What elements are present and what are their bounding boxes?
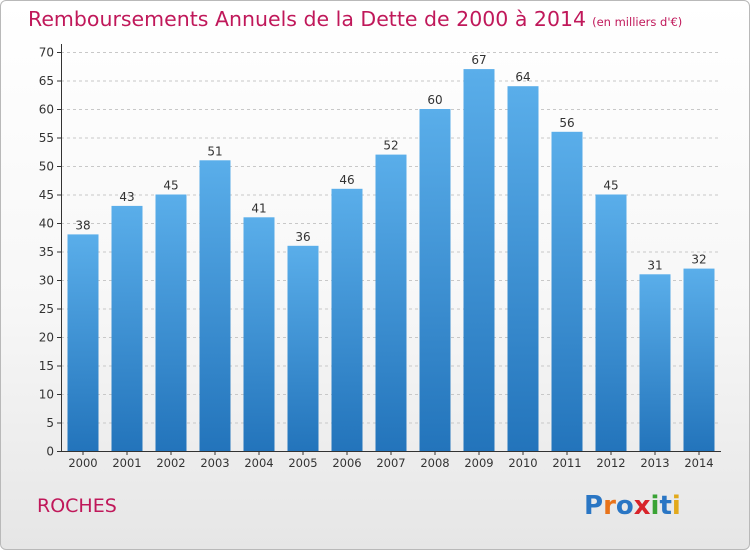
- logo-letter: i: [671, 491, 681, 521]
- bar-value-label: 52: [383, 139, 398, 153]
- y-tick-label: 5: [46, 416, 54, 430]
- y-tick-label: 70: [39, 46, 54, 60]
- bar-value-label: 56: [559, 116, 574, 130]
- bar-value-label: 38: [75, 218, 90, 232]
- bar-value-label: 67: [471, 53, 486, 67]
- bar: [375, 154, 407, 451]
- bar-value-label: 64: [515, 70, 530, 84]
- proxiti-logo: Proxiti: [584, 491, 681, 521]
- bar: [683, 268, 715, 451]
- bar: [463, 69, 495, 451]
- bar: [331, 188, 363, 452]
- x-tick-label: 2009: [464, 456, 493, 470]
- chart-title: Remboursements Annuels de la Dette de 20…: [28, 7, 682, 31]
- chart-title-text: Remboursements Annuels de la Dette de 20…: [28, 7, 587, 31]
- bar-value-label: 31: [647, 258, 662, 272]
- y-tick-label: 50: [39, 160, 54, 174]
- bar: [199, 160, 231, 452]
- bar: [243, 217, 275, 451]
- logo-letter: P: [584, 491, 604, 521]
- bar-value-label: 45: [603, 179, 618, 193]
- bar: [111, 205, 143, 451]
- y-tick-label: 60: [39, 103, 54, 117]
- bar-value-label: 46: [339, 173, 354, 187]
- x-tick-label: 2003: [200, 456, 229, 470]
- logo-letter: t: [659, 491, 672, 521]
- y-tick-label: 55: [39, 131, 54, 145]
- y-tick-label: 20: [39, 331, 54, 345]
- bar: [67, 234, 99, 451]
- logo-letter: i: [650, 491, 660, 521]
- x-tick-label: 2001: [112, 456, 141, 470]
- x-tick-label: 2000: [68, 456, 97, 470]
- y-tick-label: 25: [39, 302, 54, 316]
- x-tick-label: 2013: [640, 456, 669, 470]
- bar: [639, 274, 671, 451]
- x-tick-label: 2004: [244, 456, 273, 470]
- bar-value-label: 51: [207, 144, 222, 158]
- bar-value-label: 45: [163, 179, 178, 193]
- bar-value-label: 60: [427, 93, 442, 107]
- y-tick-label: 65: [39, 74, 54, 88]
- chart-unit: (en milliers d'€): [592, 15, 683, 29]
- bar-chart: 38 43 45 51 41 36 46 52 60 67 64 56 45 31 32 0 5 10 15 20 2…: [39, 44, 721, 470]
- bar: [287, 245, 319, 451]
- bar: [551, 131, 583, 452]
- commune-name: ROCHES: [37, 495, 117, 517]
- x-tick-label: 2008: [420, 456, 449, 470]
- logo-letter: o: [615, 491, 634, 521]
- x-tick-label: 2010: [508, 456, 537, 470]
- bar: [507, 86, 539, 451]
- y-tick-label: 10: [39, 388, 54, 402]
- y-tick-label: 30: [39, 274, 54, 288]
- y-tick-label: 45: [39, 188, 54, 202]
- x-tick-label: 2011: [552, 456, 581, 470]
- y-tick-label: 0: [46, 445, 54, 459]
- x-tick-label: 2014: [684, 456, 713, 470]
- bar: [155, 194, 187, 451]
- y-tick-label: 40: [39, 217, 54, 231]
- bar: [595, 194, 627, 451]
- x-tick-label: 2002: [156, 456, 185, 470]
- bar-value-label: 36: [295, 230, 310, 244]
- bar-value-label: 32: [691, 253, 706, 267]
- y-tick-label: 15: [39, 359, 54, 373]
- bar: [419, 109, 451, 451]
- logo-letter: x: [633, 491, 651, 521]
- axes: 0 5 10 15 20 25 30 35 40 45 50 55 60 65 70 2000 2001 2002…: [39, 44, 721, 470]
- bar-value-label: 41: [251, 201, 266, 215]
- x-tick-label: 2005: [288, 456, 317, 470]
- y-tick-label: 35: [39, 245, 54, 259]
- bars: 38 43 45 51 41 36 46 52 60 67 64 56 45 31 32: [67, 53, 715, 452]
- logo-letter: r: [603, 491, 616, 521]
- bar-value-label: 43: [119, 190, 134, 204]
- x-tick-label: 2007: [376, 456, 405, 470]
- x-tick-label: 2012: [596, 456, 625, 470]
- x-tick-label: 2006: [332, 456, 361, 470]
